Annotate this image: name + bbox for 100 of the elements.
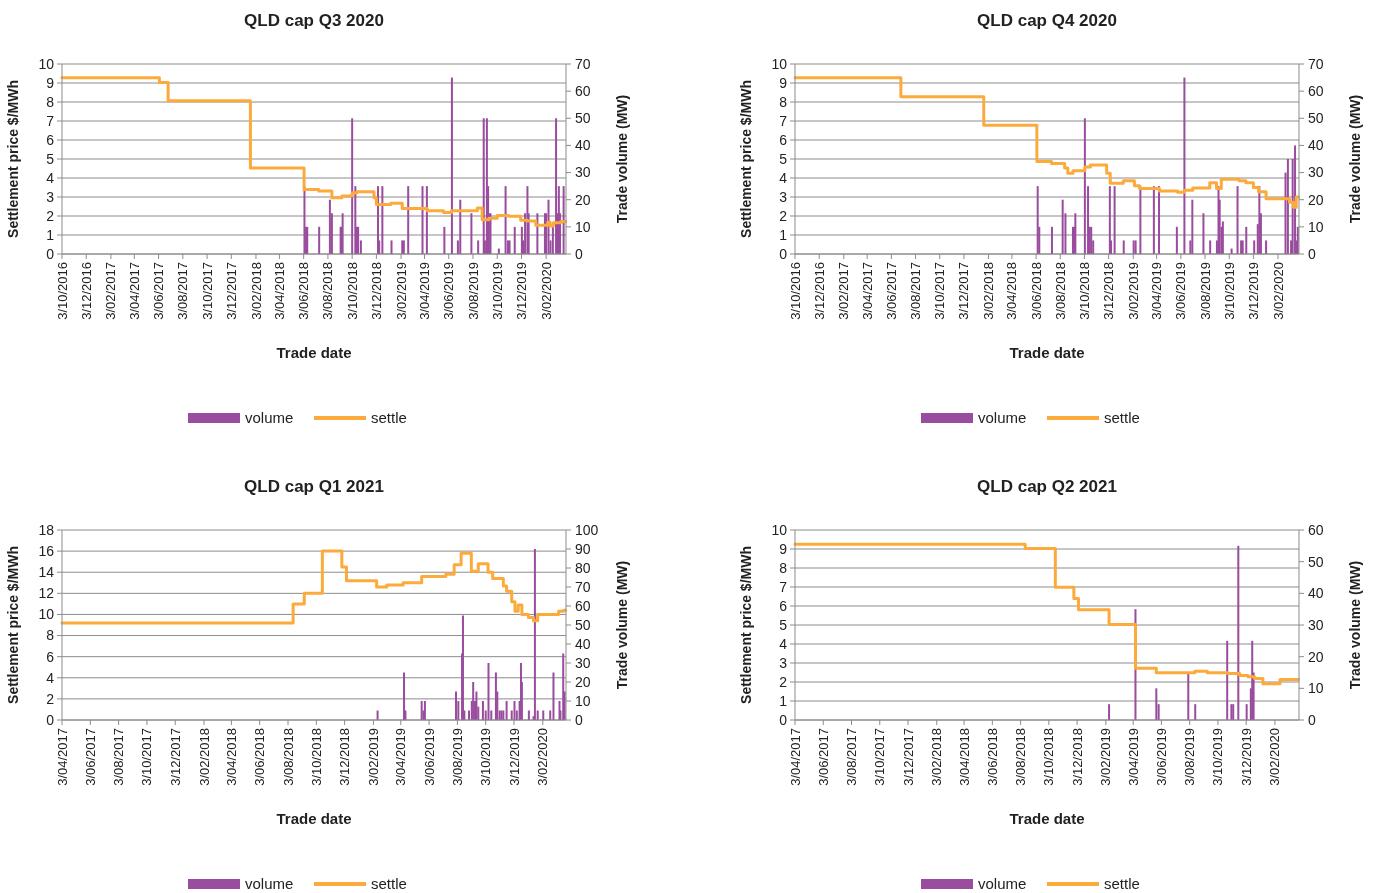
x-tick-label: 3/10/2019	[1221, 262, 1237, 320]
y2-tick-label: 50	[575, 616, 591, 633]
x-tick-label: 3/04/2017	[126, 262, 142, 320]
y-tick-label: 0	[46, 711, 55, 728]
x-axis-title: Trade date	[1009, 810, 1085, 827]
legend-label: settle	[1104, 409, 1140, 427]
y2-tick-label: 90	[575, 540, 591, 557]
y2-tick-label: 70	[575, 578, 591, 595]
legend-label: volume	[978, 875, 1027, 893]
legend-label: settle	[371, 875, 407, 893]
y2-tick-label: 30	[1308, 164, 1324, 181]
x-tick-label: 3/08/2017	[175, 262, 191, 320]
x-tick-label: 3/08/2019	[1182, 728, 1198, 786]
x-tick-label: 3/12/2019	[506, 728, 522, 786]
x-tick-label: 3/04/2019	[393, 728, 409, 786]
x-tick-label: 3/12/2019	[514, 262, 530, 320]
x-axis-title: Trade date	[276, 810, 352, 827]
x-tick-label: 3/02/2019	[1125, 262, 1141, 320]
x-tick-label: 3/08/2017	[908, 262, 924, 320]
x-tick-label: 3/02/2018	[248, 262, 264, 320]
x-tick-label: 3/04/2017	[859, 262, 875, 320]
y-tick-label: 6	[779, 131, 788, 148]
chart-title: QLD cap Q1 2021	[244, 477, 384, 496]
x-tick-label: 3/06/2017	[883, 262, 899, 320]
y-tick-label: 2	[779, 673, 788, 690]
legend-label: volume	[978, 409, 1027, 427]
y-tick-label: 18	[38, 521, 55, 538]
x-tick-label: 3/08/2018	[1052, 262, 1068, 320]
y2-tick-label: 50	[575, 110, 591, 127]
y-tick-label: 9	[46, 74, 55, 91]
x-tick-label: 3/10/2019	[1210, 728, 1226, 786]
legend-label: volume	[245, 409, 294, 427]
y2-tick-label: 20	[575, 191, 591, 208]
y-tick-label: 1	[779, 226, 788, 243]
x-tick-label: 3/06/2019	[421, 728, 437, 786]
y2-tick-label: 0	[1308, 245, 1316, 262]
y-tick-label: 6	[46, 131, 55, 148]
x-tick-label: 3/06/2017	[815, 728, 831, 786]
x-tick-label: 3/12/2017	[223, 262, 239, 320]
y-tick-label: 9	[779, 74, 788, 91]
x-tick-label: 3/02/2020	[1267, 728, 1283, 786]
x-tick-label: 3/08/2019	[465, 262, 481, 320]
chart-title: QLD cap Q2 2021	[977, 477, 1117, 496]
x-tick-label: 3/02/2018	[196, 728, 212, 786]
legend-label: settle	[371, 409, 407, 427]
y-tick-label: 2	[46, 690, 55, 707]
y2-tick-label: 50	[1308, 110, 1324, 127]
y-tick-label: 5	[46, 150, 55, 167]
y2-tick-label: 10	[575, 692, 591, 709]
x-tick-label: 3/04/2019	[1125, 728, 1141, 786]
y-tick-label: 7	[779, 112, 788, 129]
y2-tick-label: 30	[1308, 616, 1324, 633]
x-tick-label: 3/02/2017	[103, 262, 119, 320]
y-tick-label: 0	[779, 245, 788, 262]
x-tick-label: 3/10/2018	[344, 262, 360, 320]
x-tick-label: 3/02/2019	[365, 728, 381, 786]
y-tick-label: 10	[771, 55, 788, 72]
x-tick-label: 3/06/2018	[984, 728, 1000, 786]
x-tick-label: 3/04/2017	[54, 728, 70, 786]
y-axis-title: Settlement price $/MWh	[738, 80, 754, 238]
y-axis-title: Settlement price $/MWh	[5, 546, 21, 704]
y2-tick-label: 60	[1308, 521, 1324, 538]
y2-tick-label: 40	[1308, 585, 1324, 602]
y-axis-title: Settlement price $/MWh	[738, 546, 754, 704]
y-tick-label: 8	[779, 93, 788, 110]
y2-tick-label: 20	[1308, 648, 1324, 665]
y-tick-label: 6	[779, 597, 788, 614]
x-tick-label: 3/04/2018	[1004, 262, 1020, 320]
x-axis-title: Trade date	[1009, 344, 1085, 361]
x-tick-label: 3/02/2020	[538, 262, 554, 320]
x-tick-label: 3/02/2020	[1270, 262, 1286, 320]
x-tick-label: 3/02/2018	[929, 728, 945, 786]
y-tick-label: 3	[779, 188, 788, 205]
y-tick-label: 12	[38, 585, 55, 602]
x-tick-label: 3/06/2019	[1153, 728, 1169, 786]
x-tick-label: 3/10/2018	[308, 728, 324, 786]
y-tick-label: 5	[779, 150, 788, 167]
x-tick-label: 3/10/2018	[1041, 728, 1057, 786]
y-tick-label: 1	[779, 692, 788, 709]
x-tick-label: 3/12/2016	[811, 262, 827, 320]
y2-tick-label: 20	[1308, 191, 1324, 208]
y-tick-label: 3	[46, 188, 55, 205]
y-tick-label: 4	[779, 169, 788, 186]
y-tick-label: 7	[779, 578, 788, 595]
y2-tick-label: 40	[575, 635, 591, 652]
x-tick-label: 3/02/2019	[393, 262, 409, 320]
x-tick-label: 3/06/2019	[1173, 262, 1189, 320]
y-tick-label: 9	[779, 540, 788, 557]
y2-tick-label: 10	[1308, 680, 1324, 697]
x-tick-label: 3/02/2020	[535, 728, 551, 786]
x-tick-label: 3/12/2017	[956, 262, 972, 320]
y-tick-label: 8	[779, 559, 788, 576]
y-tick-label: 4	[46, 669, 55, 686]
x-tick-label: 3/10/2017	[139, 728, 155, 786]
y-tick-label: 7	[46, 112, 55, 129]
x-tick-label: 3/04/2018	[223, 728, 239, 786]
x-tick-label: 3/02/2018	[981, 262, 997, 320]
y-tick-label: 5	[779, 616, 788, 633]
y-tick-label: 14	[38, 564, 55, 581]
y2-axis-title: Trade volume (MW)	[613, 94, 630, 224]
